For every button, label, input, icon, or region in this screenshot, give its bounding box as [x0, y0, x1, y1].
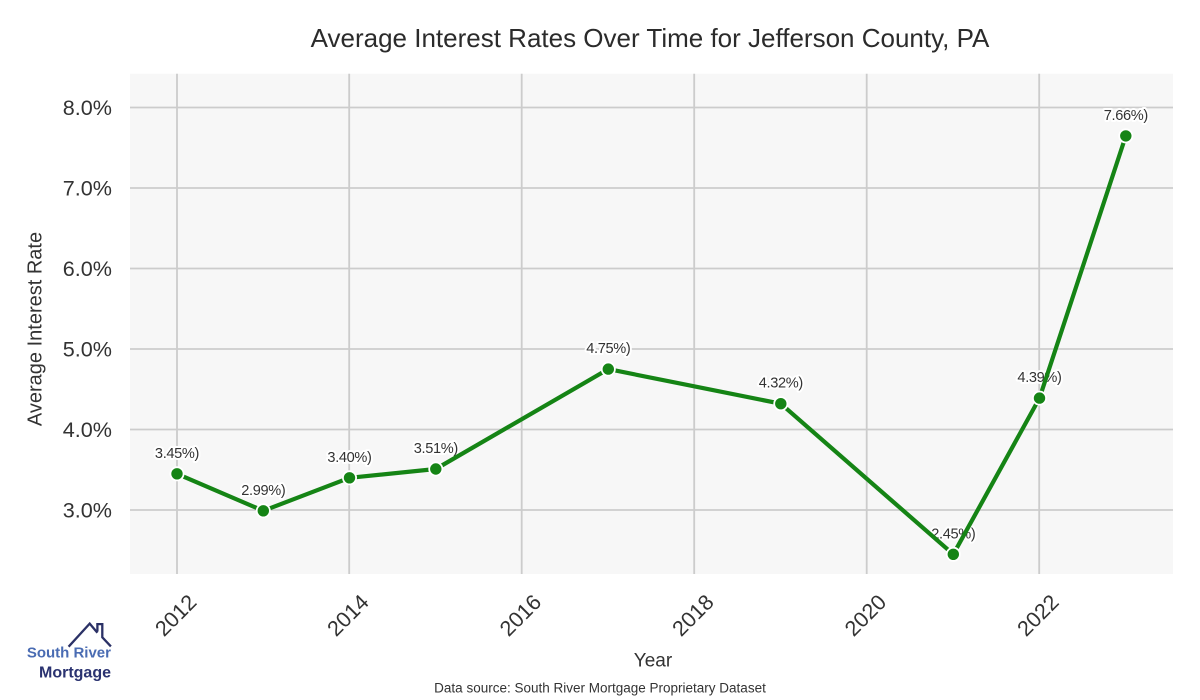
svg-text:5.0%: 5.0% [63, 337, 112, 362]
svg-text:8.0%: 8.0% [63, 95, 112, 120]
svg-text:6.0%: 6.0% [63, 256, 112, 281]
svg-text:Year: Year [634, 651, 673, 672]
svg-text:7.0%: 7.0% [63, 176, 112, 201]
svg-text:2.99%): 2.99%) [241, 483, 285, 499]
svg-text:4.75%): 4.75%) [586, 341, 630, 357]
svg-text:3.45%): 3.45%) [155, 446, 199, 462]
svg-text:Average Interest Rate: Average Interest Rate [25, 232, 47, 426]
svg-text:3.40%): 3.40%) [327, 450, 371, 466]
svg-text:7.66%): 7.66%) [1104, 108, 1148, 124]
svg-text:4.39%): 4.39%) [1017, 370, 1061, 386]
svg-text:Mortgage: Mortgage [39, 665, 111, 682]
svg-text:Data source: South River Mortg: Data source: South River Mortgage Propri… [434, 680, 766, 695]
svg-text:South River: South River [27, 645, 111, 662]
svg-text:Average Interest Rates Over Ti: Average Interest Rates Over Time for Jef… [311, 23, 990, 53]
svg-text:3.0%: 3.0% [63, 498, 112, 523]
svg-text:4.0%: 4.0% [63, 417, 112, 442]
svg-text:3.51%): 3.51%) [414, 441, 458, 457]
svg-text:4.32%): 4.32%) [759, 376, 803, 392]
